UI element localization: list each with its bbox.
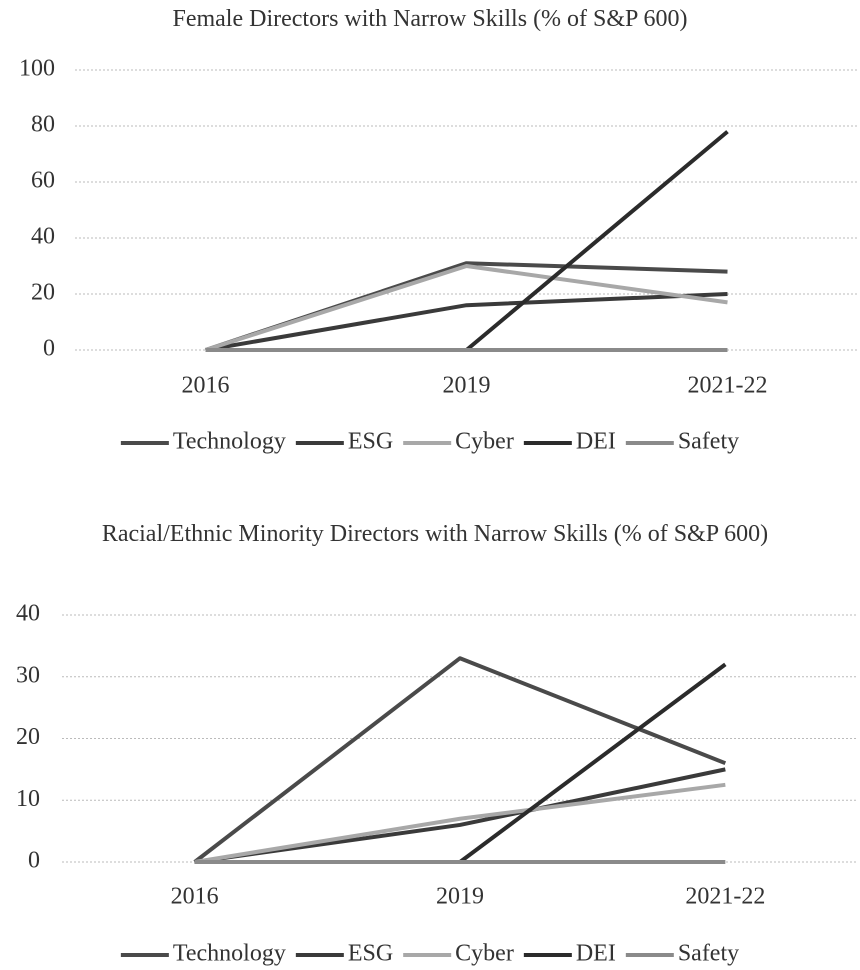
legend-label: DEI: [576, 429, 616, 455]
legend-label: ESG: [348, 941, 393, 967]
legend-label: DEI: [576, 941, 616, 967]
y-tick-label: 100: [19, 56, 55, 82]
y-tick-label: 60: [31, 168, 55, 194]
series-line: [194, 767, 726, 864]
x-tick-label: 2016: [171, 884, 219, 910]
x-tick-label: 2016: [182, 373, 230, 399]
chart-title: Racial/Ethnic Minority Directors with Na…: [101, 521, 769, 547]
x-tick-label: 2021-22: [688, 373, 768, 399]
legend-label: ESG: [348, 429, 393, 455]
y-tick-label: 0: [43, 336, 55, 362]
legend-label: Safety: [678, 429, 739, 455]
y-tick-label: 80: [31, 112, 55, 138]
series-line: [204, 264, 728, 352]
x-tick-label: 2019: [436, 884, 484, 910]
y-tick-label: 0: [28, 848, 40, 874]
legend-label: Cyber: [455, 941, 514, 967]
series-line: [193, 656, 727, 864]
y-tick-label: 30: [16, 662, 40, 688]
y-tick-label: 40: [31, 224, 55, 250]
series-line: [205, 292, 728, 352]
y-tick-label: 40: [16, 601, 40, 627]
chart: 0 10 20 30 40 2016 2019 2021-22 Technology ESG Cyb…: [16, 601, 858, 967]
legend-label: Technology: [173, 941, 286, 967]
y-tick-label: 20: [16, 724, 40, 750]
series-line: [194, 782, 726, 864]
x-tick-label: 2019: [443, 373, 491, 399]
chart: 0 20 40 60 80 100 2016 2019 2021-22 Technology ESG…: [19, 56, 858, 455]
y-tick-label: 20: [31, 280, 55, 306]
legend-label: Safety: [678, 941, 739, 967]
y-tick-label: 10: [16, 786, 40, 812]
series-line: [205, 130, 729, 352]
series-line: [194, 662, 727, 864]
legend-label: Technology: [173, 429, 286, 455]
chart-title: Female Directors with Narrow Skills (% o…: [172, 6, 688, 32]
legend-label: Cyber: [455, 429, 514, 455]
x-tick-label: 2021-22: [685, 884, 765, 910]
